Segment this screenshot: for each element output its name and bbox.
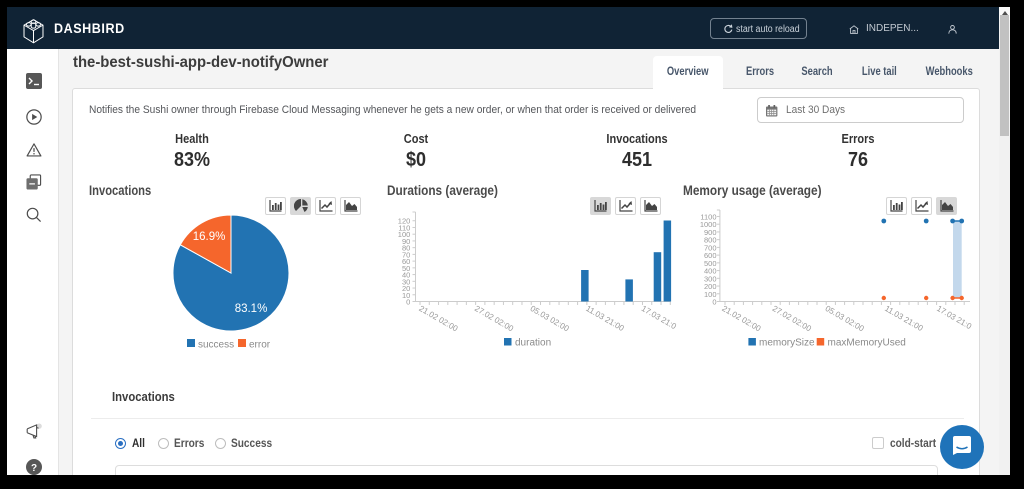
svg-text:90: 90: [402, 237, 410, 246]
svg-text:11.03 21:00: 11.03 21:00: [584, 304, 626, 333]
svg-text:maxMemoryUsed: maxMemoryUsed: [828, 338, 906, 349]
svg-text:10: 10: [402, 291, 410, 300]
svg-text:27.02 02:00: 27.02 02:00: [473, 304, 515, 334]
svg-text:40: 40: [402, 271, 410, 280]
svg-text:700: 700: [704, 243, 717, 252]
svg-text:800: 800: [704, 236, 717, 245]
svg-text:110: 110: [398, 223, 410, 232]
svg-text:500: 500: [704, 259, 717, 268]
svg-text:400: 400: [704, 267, 717, 276]
svg-text:16.9%: 16.9%: [193, 231, 226, 243]
svg-text:83.1%: 83.1%: [235, 303, 268, 315]
svg-text:600: 600: [704, 251, 717, 260]
svg-text:120: 120: [398, 217, 411, 226]
svg-text:50: 50: [402, 264, 410, 273]
svg-text:60: 60: [402, 257, 410, 266]
svg-text:21.02 02:00: 21.02 02:00: [417, 304, 459, 334]
svg-text:1000: 1000: [700, 220, 717, 229]
svg-text:05.03 02:00: 05.03 02:00: [824, 304, 866, 334]
svg-text:?: ?: [31, 463, 37, 474]
svg-text:0: 0: [712, 298, 716, 307]
svg-text:0: 0: [406, 298, 410, 307]
svg-text:30: 30: [402, 277, 410, 286]
svg-text:17.03 21:0: 17.03 21:0: [640, 304, 678, 331]
svg-text:duration: duration: [515, 338, 551, 349]
svg-text:11.03 21:00: 11.03 21:00: [883, 304, 925, 333]
svg-text:300: 300: [704, 274, 717, 283]
svg-text:20: 20: [402, 284, 410, 293]
svg-text:1100: 1100: [700, 212, 716, 221]
svg-text:100: 100: [398, 230, 411, 239]
svg-text:100: 100: [704, 290, 717, 299]
svg-text:70: 70: [402, 250, 410, 259]
svg-text:05.03 02:00: 05.03 02:00: [529, 304, 571, 334]
svg-text:error: error: [249, 340, 271, 351]
svg-text:80: 80: [402, 244, 410, 253]
svg-text:900: 900: [704, 228, 717, 237]
svg-text:success: success: [198, 340, 234, 351]
svg-text:17.03 21:0: 17.03 21:0: [935, 304, 973, 331]
svg-text:memorySize: memorySize: [759, 338, 815, 349]
svg-text:27.02 02:00: 27.02 02:00: [771, 304, 813, 334]
svg-text:200: 200: [704, 282, 717, 291]
svg-text:21.02 02:00: 21.02 02:00: [720, 304, 762, 334]
